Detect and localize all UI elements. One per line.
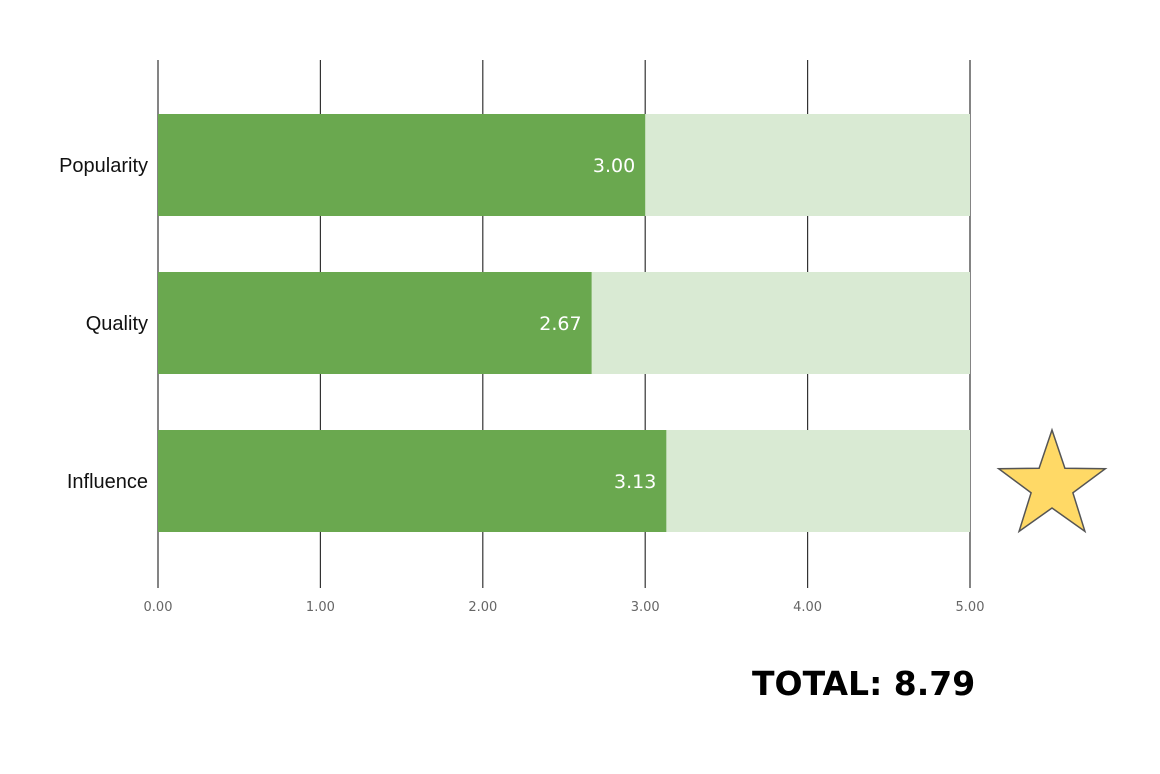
x-tick-labels: 0.00 1.00 2.00 3.00 4.00 5.00: [144, 600, 985, 615]
category-label: Influence: [67, 471, 148, 493]
star-shape: [996, 427, 1108, 534]
x-tick-label: 1.00: [306, 600, 335, 615]
bar-value-label: 3.00: [593, 155, 635, 177]
bar: [158, 114, 646, 216]
x-tick-label: 3.00: [631, 600, 660, 615]
x-tick-label: 5.00: [956, 600, 985, 615]
x-tick-label: 4.00: [793, 600, 822, 615]
bars: 3.00 Popularity 2.67 Quality 3.13 Influence: [59, 114, 970, 532]
x-tick-label: 2.00: [468, 600, 497, 615]
bar-value-label: 3.13: [614, 471, 656, 493]
bar: [158, 272, 592, 374]
bar-value-label: 2.67: [539, 313, 581, 335]
category-label: Quality: [86, 313, 148, 335]
category-label: Popularity: [59, 155, 148, 177]
x-tick-label: 0.00: [144, 600, 173, 615]
bar: [158, 430, 667, 532]
total-score: TOTAL: 8.79: [752, 664, 976, 703]
star-icon: [996, 427, 1108, 534]
